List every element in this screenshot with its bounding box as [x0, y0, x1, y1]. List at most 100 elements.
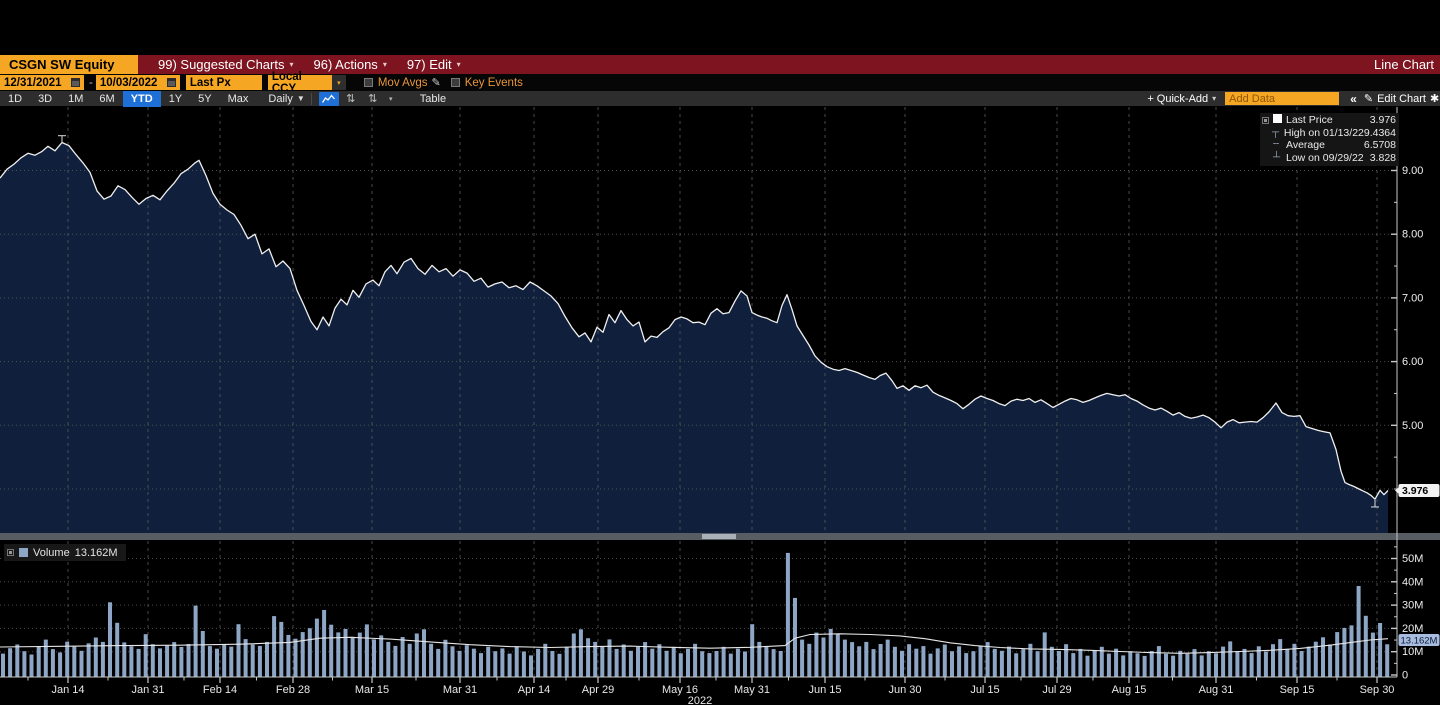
- volume-bar: [72, 646, 77, 677]
- volume-bar: [386, 641, 391, 677]
- period-1d[interactable]: 1D: [8, 92, 23, 105]
- volume-label: Volume: [33, 546, 70, 559]
- legend-row-high[interactable]: ┬ High on 01/13/22 9.4364: [1272, 126, 1396, 139]
- volume-bar: [1349, 625, 1354, 677]
- volume-bar: [464, 645, 469, 677]
- table-button[interactable]: Table: [419, 92, 447, 105]
- x-tick-label: Mar 31: [443, 684, 477, 696]
- menu-suggested-charts[interactable]: 99) Suggested Charts ▾: [158, 57, 294, 72]
- volume-ma-line: [0, 633, 1389, 654]
- sort-arrows-icon[interactable]: ⇅: [346, 93, 356, 105]
- volume-bar: [1192, 649, 1197, 677]
- volume-bar: [265, 641, 269, 677]
- volume-bar: [257, 645, 262, 677]
- add-data-input[interactable]: Add Data: [1225, 92, 1340, 105]
- volume-bar: [657, 644, 662, 677]
- volume-bar: [293, 638, 298, 677]
- period-1m[interactable]: 1M: [68, 92, 84, 105]
- legend-row-last-price[interactable]: Last Price 3.976: [1262, 114, 1396, 127]
- volume-bar: [1092, 650, 1097, 677]
- price-volume-chart: 9.00 8.00 7.00 6.00 5.00 50M 40M 30M 20M 10M 0 Jan …: [0, 107, 1440, 705]
- volume-bar: [686, 648, 690, 677]
- volume-bar: [129, 646, 134, 677]
- edit-chart-button[interactable]: ✎ Edit Chart: [1363, 92, 1426, 106]
- collapse-panel-button[interactable]: «: [1350, 91, 1357, 106]
- menu-actions[interactable]: 96) Actions ▾: [313, 57, 387, 72]
- bar-style-icon[interactable]: ⇅: [368, 93, 378, 105]
- volume-bar: [236, 624, 241, 677]
- period-5y[interactable]: 5Y: [198, 92, 212, 105]
- x-tick-label: Jan 31: [131, 684, 164, 696]
- volume-bar: [614, 648, 619, 677]
- chart-type-dropdown[interactable]: ▾: [389, 95, 393, 103]
- frequency-select[interactable]: Daily ▼: [268, 92, 305, 105]
- menu-edit[interactable]: 97) Edit ▾: [406, 57, 461, 72]
- legend-collapse-icon[interactable]: [1262, 116, 1269, 124]
- volume-bar: [1142, 655, 1147, 677]
- volume-bar: [586, 638, 591, 677]
- currency-select[interactable]: Local CCY: [267, 71, 332, 95]
- star-icon[interactable]: ✱: [1430, 93, 1440, 105]
- volume-bar: [300, 632, 305, 677]
- volume-bar: [593, 641, 598, 677]
- volume-bar: [1299, 651, 1304, 677]
- volume-bar: [193, 605, 198, 677]
- volume-bar: [79, 650, 84, 677]
- volume-bar: [1057, 651, 1061, 677]
- line-chart-type-button[interactable]: [318, 91, 339, 106]
- last-volume-badge-value: 13.162M: [1401, 636, 1438, 647]
- period-ytd[interactable]: YTD: [122, 90, 161, 107]
- period-1y[interactable]: 1Y: [168, 92, 183, 105]
- start-date-field[interactable]: 12/31/2021: [0, 75, 84, 90]
- period-3d[interactable]: 3D: [38, 92, 53, 105]
- volume-bar: [507, 653, 512, 677]
- volume-bar: [764, 646, 769, 677]
- currency-dropdown-button[interactable]: ▾: [331, 75, 346, 90]
- volume-bar: [1164, 653, 1168, 677]
- price-field-select[interactable]: Last Px: [185, 75, 262, 90]
- volume-bar: [793, 597, 797, 677]
- volume-bar: [322, 610, 327, 677]
- price-tick-label: 7.00: [1402, 292, 1423, 304]
- volume-collapse-icon[interactable]: [7, 549, 14, 556]
- period-6m[interactable]: 6M: [99, 92, 115, 105]
- quick-add-button[interactable]: + Quick-Add ▾: [1147, 92, 1217, 105]
- legend-row-average[interactable]: ╌ Average 6.5708: [1273, 139, 1396, 152]
- average-marker-icon: ╌: [1273, 139, 1280, 151]
- mov-avgs-checkbox[interactable]: [363, 78, 373, 87]
- volume-bar: [835, 634, 840, 677]
- volume-bar: [821, 637, 826, 677]
- key-events-checkbox[interactable]: [450, 78, 460, 87]
- last-price-badge: [1395, 487, 1399, 494]
- volume-bar: [1271, 644, 1275, 677]
- price-tick-label: 6.00: [1402, 356, 1423, 368]
- volume-bar: [207, 646, 212, 677]
- calendar-icon[interactable]: [166, 78, 176, 87]
- volume-bar: [571, 633, 576, 677]
- volume-bar: [935, 648, 940, 677]
- x-tick-label: Aug 31: [1199, 684, 1234, 696]
- ticker-security-field[interactable]: CSGN SW Equity: [0, 55, 138, 74]
- volume-legend[interactable]: Volume 13.162M: [4, 544, 126, 561]
- x-tick-label: May 31: [734, 684, 770, 696]
- volume-bar: [307, 628, 312, 677]
- legend-row-low[interactable]: ┴ Low on 09/29/22 3.828: [1273, 151, 1396, 164]
- volume-bar: [928, 653, 933, 677]
- volume-bar: [828, 628, 833, 677]
- volume-bar: [486, 646, 491, 677]
- volume-bar: [871, 649, 876, 677]
- volume-bar: [857, 646, 862, 677]
- volume-bar: [707, 653, 712, 677]
- calendar-icon[interactable]: [71, 78, 80, 87]
- volume-bar: [529, 655, 533, 677]
- pencil-icon[interactable]: ✎: [431, 77, 441, 89]
- volume-bar: [1156, 646, 1161, 677]
- x-tick-label: Aug 15: [1112, 684, 1147, 696]
- volume-bar: [557, 653, 562, 677]
- volume-bar: [15, 644, 20, 677]
- volume-bar: [1306, 646, 1311, 677]
- period-max[interactable]: Max: [227, 92, 249, 105]
- volume-bar: [864, 641, 869, 677]
- volume-bar: [907, 644, 912, 677]
- end-date-field[interactable]: 10/03/2022: [95, 75, 180, 90]
